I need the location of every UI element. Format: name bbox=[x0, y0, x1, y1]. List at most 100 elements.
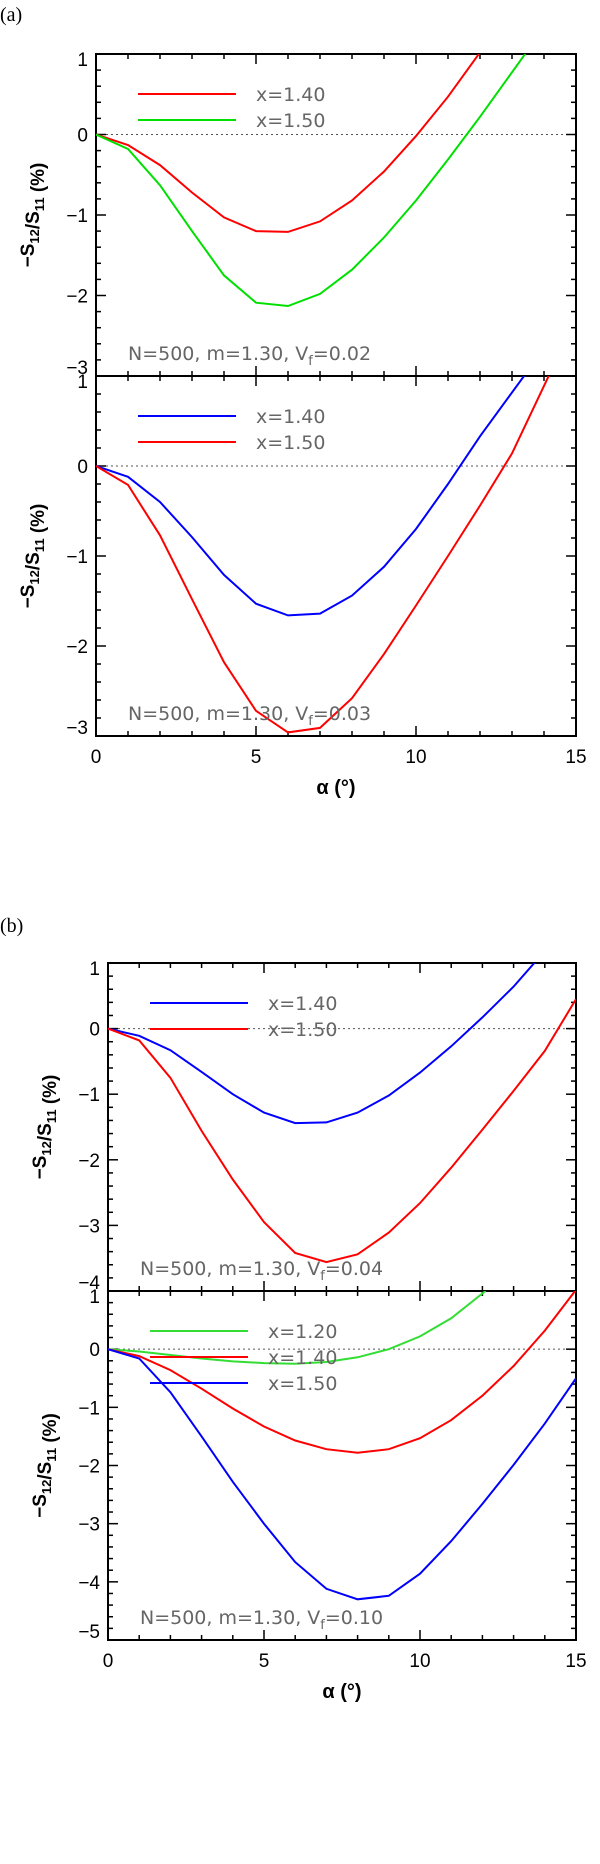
y-tick-label: 1 bbox=[77, 50, 88, 71]
x-tick-label: 0 bbox=[103, 1651, 114, 1672]
y-tick-label: −4 bbox=[78, 1273, 100, 1294]
y-label-subscript: 12 bbox=[27, 570, 42, 584]
y-axis-label: −S12/S11 (%) bbox=[30, 1075, 61, 1180]
y-label-part: −S bbox=[18, 244, 39, 268]
legend-label-x=1.40: x=1.40 bbox=[268, 993, 337, 1015]
x-tick-label: 15 bbox=[565, 747, 586, 768]
plot-frame bbox=[107, 1290, 577, 1641]
legend-label-x=1.50: x=1.50 bbox=[256, 110, 325, 132]
y-tick-label: −1 bbox=[66, 547, 88, 568]
x-tick-label: 5 bbox=[251, 747, 262, 768]
y-tick-label: 1 bbox=[89, 959, 100, 980]
y-tick-label: 0 bbox=[89, 1020, 100, 1041]
y-tick-label: 0 bbox=[77, 126, 88, 147]
annotation-part: =0.03 bbox=[313, 703, 371, 725]
y-tick-label: 1 bbox=[77, 372, 88, 393]
y-label-subscript: 11 bbox=[44, 1109, 59, 1123]
group-label-b: (b) bbox=[0, 915, 23, 937]
y-label-part: /S bbox=[23, 211, 44, 229]
y-tick-label: −5 bbox=[78, 1622, 100, 1643]
y-tick-label: −1 bbox=[78, 1398, 100, 1419]
legend-label-x=1.40: x=1.40 bbox=[256, 84, 325, 106]
y-tick-label: −2 bbox=[66, 287, 88, 308]
y-tick-label: −1 bbox=[66, 206, 88, 227]
annotation-part: N=500, m=1.30, V bbox=[140, 1607, 320, 1629]
legend-label-x=1.50: x=1.50 bbox=[268, 1019, 337, 1041]
legend-label-x=1.40: x=1.40 bbox=[268, 1347, 337, 1369]
y-label-part: −S bbox=[30, 1494, 51, 1518]
plot-frame bbox=[95, 375, 577, 737]
panel-annotation: N=500, m=1.30, Vf=0.03 bbox=[128, 703, 371, 729]
legend-label-x=1.20: x=1.20 bbox=[268, 1321, 337, 1343]
y-label-subscript: 11 bbox=[32, 538, 47, 552]
y-tick-label: −3 bbox=[66, 718, 88, 739]
panel-annotation: N=500, m=1.30, Vf=0.04 bbox=[140, 1258, 383, 1284]
series-line-x=1.50 bbox=[96, 54, 527, 308]
y-label-part: (%) bbox=[40, 1075, 61, 1110]
y-label-subscript: 11 bbox=[44, 1448, 59, 1462]
y-label-part: /S bbox=[35, 1123, 56, 1141]
annotation-part: =0.04 bbox=[325, 1258, 383, 1280]
legend-label-x=1.50: x=1.50 bbox=[256, 432, 325, 454]
x-tick-label: 0 bbox=[91, 747, 102, 768]
y-label-subscript: 12 bbox=[39, 1480, 54, 1494]
x-tick-label: 10 bbox=[405, 747, 426, 768]
y-tick-label: −3 bbox=[78, 1515, 100, 1536]
chart-panel-a-top: 1 0 −1 −2 −3 −S12/S11 (%) x=1.40 x=1.50 N=500, m… bbox=[18, 50, 577, 379]
y-label-subscript: 12 bbox=[27, 229, 42, 243]
series-line-x=1.50 bbox=[108, 1348, 576, 1601]
y-label-part: (%) bbox=[28, 163, 49, 198]
panels: 10−1−2−3−S12/S11 (%)x=1.40x=1.50N=500, m… bbox=[18, 50, 587, 1703]
chart-panel-a-bottom: 10−1−2−30 5 10 15α (°)−S12/S11 (%)x=1.40x=1… bbox=[18, 372, 587, 799]
x-axis-label: α (°) bbox=[322, 1681, 361, 1703]
annotation-subscript: f bbox=[308, 714, 313, 729]
group-label-a: (a) bbox=[0, 4, 22, 26]
series-line-x=1.20 bbox=[108, 1291, 487, 1365]
y-axis-label: −S12/S11 (%) bbox=[30, 1413, 61, 1518]
annotation-part: =0.02 bbox=[313, 343, 371, 365]
annotation-part: =0.10 bbox=[325, 1607, 383, 1629]
y-tick-label: 1 bbox=[89, 1287, 100, 1308]
annotation-subscript: f bbox=[320, 1269, 325, 1284]
chart-panel-b-bottom: 10−1−2−3−4−50 5 10 15α (°)−S12/S11 (%)x=1.2… bbox=[30, 1287, 587, 1703]
x-tick-label: 10 bbox=[409, 1651, 430, 1672]
plot-frame bbox=[95, 53, 577, 377]
y-label-part: −S bbox=[18, 585, 39, 609]
panel-annotation: N=500, m=1.30, Vf=0.10 bbox=[140, 1607, 383, 1633]
series-line-x=1.40 bbox=[108, 1291, 576, 1454]
series-line-x=1.40 bbox=[96, 376, 526, 617]
y-tick-label: −4 bbox=[78, 1573, 100, 1594]
series-line-x=1.50 bbox=[96, 376, 550, 734]
y-tick-label: −1 bbox=[78, 1085, 100, 1106]
plot-frame bbox=[107, 962, 577, 1292]
x-tick-label: 15 bbox=[565, 1651, 586, 1672]
annotation-part: N=500, m=1.30, V bbox=[128, 343, 308, 365]
annotation-subscript: f bbox=[308, 354, 313, 369]
series-line-x=1.40 bbox=[108, 963, 536, 1125]
x-axis-label: α (°) bbox=[316, 777, 355, 799]
annotation-subscript: f bbox=[320, 1618, 325, 1633]
annotation-part: N=500, m=1.30, V bbox=[140, 1258, 320, 1280]
y-label-subscript: 11 bbox=[32, 197, 47, 211]
y-tick-label: −2 bbox=[78, 1151, 100, 1172]
y-label-part: −S bbox=[30, 1156, 51, 1180]
x-tick-label: 5 bbox=[259, 1651, 270, 1672]
legend-label-x=1.40: x=1.40 bbox=[256, 406, 325, 428]
series-line-x=1.50 bbox=[108, 998, 576, 1264]
y-axis-label: −S12/S11 (%) bbox=[18, 504, 49, 609]
y-label-subscript: 12 bbox=[39, 1141, 54, 1155]
y-tick-label: 0 bbox=[89, 1340, 100, 1361]
y-label-part: /S bbox=[35, 1462, 56, 1480]
y-tick-label: −2 bbox=[78, 1457, 100, 1478]
y-tick-label: 0 bbox=[77, 457, 88, 478]
legend-label-x=1.50: x=1.50 bbox=[268, 1373, 337, 1395]
y-tick-label: −2 bbox=[66, 637, 88, 658]
annotation-part: N=500, m=1.30, V bbox=[128, 703, 308, 725]
y-label-part: /S bbox=[23, 552, 44, 570]
series-line-x=1.40 bbox=[96, 54, 481, 233]
y-tick-label: −3 bbox=[66, 358, 88, 379]
panel-annotation: N=500, m=1.30, Vf=0.02 bbox=[128, 343, 371, 369]
y-label-part: (%) bbox=[28, 504, 49, 539]
y-tick-label: −3 bbox=[78, 1216, 100, 1237]
